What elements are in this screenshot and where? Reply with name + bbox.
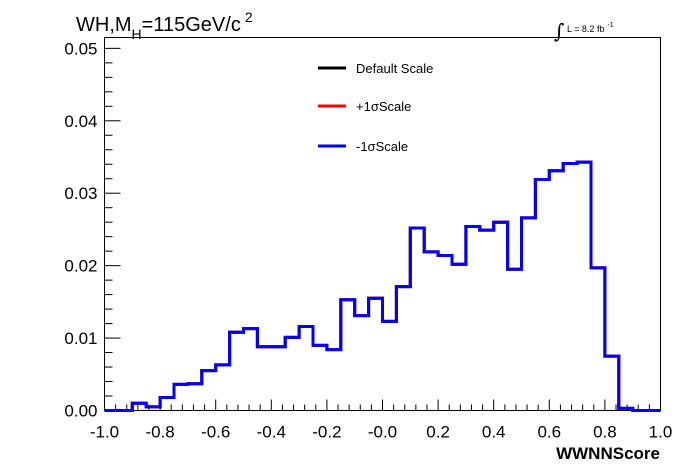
- y-tick-label: 0.04: [64, 112, 97, 131]
- chart-title: WH,MH=115GeV/c 2: [76, 9, 253, 42]
- x-axis-label: WWNNScore: [556, 444, 660, 463]
- chart-title-superscript: 2: [245, 9, 253, 25]
- legend-label: Default Scale: [356, 61, 433, 76]
- x-tick-label: -1.0: [90, 423, 119, 442]
- x-tick-label: -0.6: [201, 423, 230, 442]
- x-tick-label: 0.2: [426, 423, 450, 442]
- lumi-label-text: L = 8.2 fb: [567, 24, 604, 34]
- y-tick-label: 0.01: [64, 329, 97, 348]
- legend-label: +1σScale: [356, 99, 411, 114]
- chart-title-subscript: H: [132, 26, 142, 42]
- chart-title-rest: =115GeV/c: [142, 14, 241, 36]
- y-tick-label: 0.00: [64, 402, 97, 421]
- x-tick-label: -0.4: [257, 423, 286, 442]
- chart-title-main: WH,M: [76, 14, 132, 36]
- x-tick-label: -0.8: [145, 423, 174, 442]
- x-tick-label: 0.4: [482, 423, 506, 442]
- x-tick-label: 0.8: [593, 423, 617, 442]
- x-axis: -1.0 -0.8 -0.6 -0.4 -0.2 -0.0 0.2 0.4 0.6 0.8 1.0: [90, 399, 673, 442]
- lumi-integral-symbol: ∫: [554, 19, 564, 43]
- y-tick-label: 0.05: [64, 39, 97, 58]
- x-tick-label: 1.0: [649, 423, 673, 442]
- y-tick-label: 0.02: [64, 257, 97, 276]
- lumi-label: L = 8.2 fb -1: [567, 22, 614, 34]
- legend: Default Scale +1σScale -1σScale: [318, 61, 433, 154]
- series-layer: [104, 160, 661, 412]
- y-axis: 0.00 0.01 0.02 0.03 0.04 0.05: [64, 39, 121, 421]
- y-tick-label: 0.03: [64, 184, 97, 203]
- x-tick-label: -0.2: [312, 423, 341, 442]
- x-tick-label: 0.6: [537, 423, 561, 442]
- series-line-2: [104, 160, 661, 412]
- x-tick-label: -0.0: [368, 423, 397, 442]
- lumi-label-superscript: -1: [607, 22, 613, 29]
- legend-label: -1σScale: [356, 139, 408, 154]
